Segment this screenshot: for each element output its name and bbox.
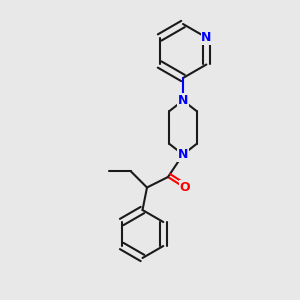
- Text: O: O: [179, 181, 190, 194]
- Text: N: N: [178, 94, 188, 107]
- Text: N: N: [178, 148, 188, 161]
- Text: N: N: [201, 31, 212, 44]
